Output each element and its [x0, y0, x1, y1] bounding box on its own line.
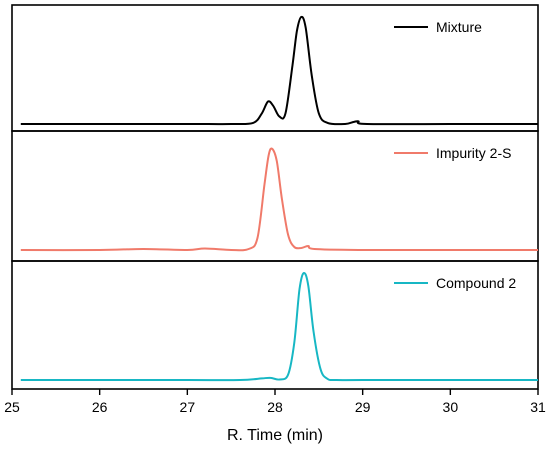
- x-tick-label: 26: [92, 399, 108, 415]
- x-tick-label: 28: [267, 399, 283, 415]
- series-line-3-1: [20, 271, 538, 382]
- x-tick-label: 30: [443, 399, 459, 415]
- legend-label: Compound 2: [436, 275, 516, 291]
- series-line-2-1: [20, 147, 538, 252]
- panel-3: Compound 2: [11, 260, 539, 390]
- panel-2: Impurity 2-S: [11, 130, 539, 262]
- x-tick-label: 29: [355, 399, 371, 415]
- panel-1: Mixture: [11, 4, 539, 132]
- x-axis-title: R. Time (min): [227, 427, 323, 444]
- legend-label: Impurity 2-S: [436, 145, 511, 161]
- x-axis-ticks: 25 26 27 28 29 30 31: [4, 389, 546, 415]
- x-tick-label: 25: [4, 399, 20, 415]
- legend-label: Mixture: [436, 19, 482, 35]
- x-tick-label: 31: [530, 399, 546, 415]
- x-tick-label: 27: [180, 399, 196, 415]
- panels-group: Mixture Impurity 2-S Compound 2: [11, 4, 539, 390]
- series-line-1-1: [20, 15, 538, 126]
